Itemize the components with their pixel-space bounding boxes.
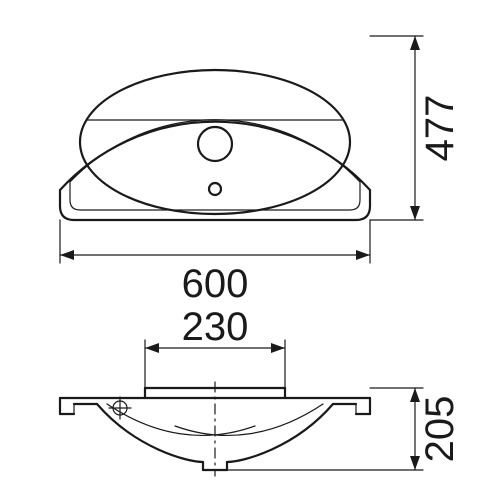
overflow-hole xyxy=(209,183,221,195)
dim-depth: 477 xyxy=(418,95,462,162)
top-view xyxy=(60,70,370,220)
tap-hole xyxy=(198,127,232,161)
dim-width: 600 xyxy=(182,262,249,306)
front-view xyxy=(60,382,370,476)
dim-tapdeck: 230 xyxy=(182,305,249,349)
dim-height: 205 xyxy=(418,396,462,463)
bowl-outline xyxy=(80,70,350,214)
technical-drawing: 600 477 230 205 xyxy=(0,0,500,500)
